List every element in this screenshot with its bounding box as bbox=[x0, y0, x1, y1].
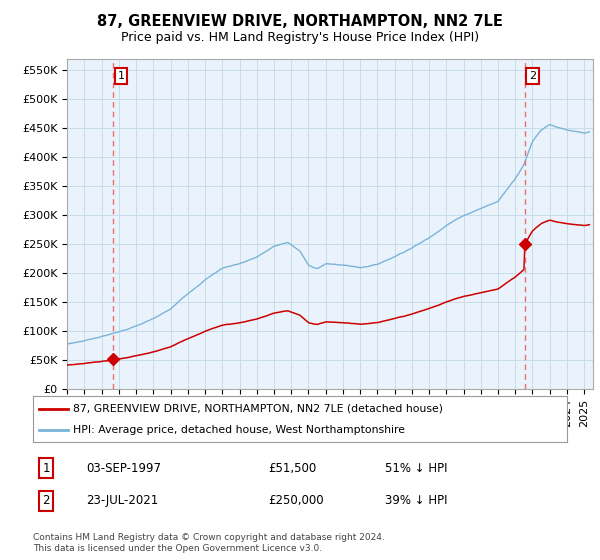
Text: 03-SEP-1997: 03-SEP-1997 bbox=[86, 462, 161, 475]
Text: £51,500: £51,500 bbox=[268, 462, 316, 475]
Text: 1: 1 bbox=[43, 462, 50, 475]
Text: Price paid vs. HM Land Registry's House Price Index (HPI): Price paid vs. HM Land Registry's House … bbox=[121, 31, 479, 44]
Text: £250,000: £250,000 bbox=[268, 494, 323, 507]
Text: 51% ↓ HPI: 51% ↓ HPI bbox=[385, 462, 448, 475]
Text: 87, GREENVIEW DRIVE, NORTHAMPTON, NN2 7LE (detached house): 87, GREENVIEW DRIVE, NORTHAMPTON, NN2 7L… bbox=[73, 404, 443, 414]
Text: Contains HM Land Registry data © Crown copyright and database right 2024.
This d: Contains HM Land Registry data © Crown c… bbox=[33, 533, 385, 553]
Text: HPI: Average price, detached house, West Northamptonshire: HPI: Average price, detached house, West… bbox=[73, 425, 405, 435]
Text: 1: 1 bbox=[118, 71, 125, 81]
Text: 2: 2 bbox=[529, 71, 536, 81]
Text: 39% ↓ HPI: 39% ↓ HPI bbox=[385, 494, 448, 507]
Text: 87, GREENVIEW DRIVE, NORTHAMPTON, NN2 7LE: 87, GREENVIEW DRIVE, NORTHAMPTON, NN2 7L… bbox=[97, 14, 503, 29]
Text: 2: 2 bbox=[43, 494, 50, 507]
Text: 23-JUL-2021: 23-JUL-2021 bbox=[86, 494, 158, 507]
